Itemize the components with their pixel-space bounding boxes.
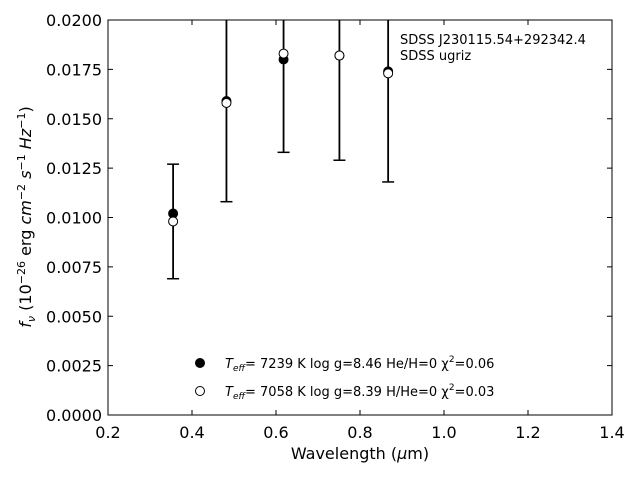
point-model-h bbox=[278, 48, 289, 59]
x-tick-label: 0.4 bbox=[179, 423, 204, 442]
y-tick-label: 0.0200 bbox=[46, 11, 102, 30]
x-tick-label: 0.8 bbox=[347, 423, 372, 442]
y-tick-label: 0.0000 bbox=[46, 406, 102, 425]
y-axis: 0.0000 0.0025 0.0050 0.0075 0.0100 0.0125 0.01… bbox=[46, 11, 612, 425]
x-tick-label: 0.2 bbox=[95, 423, 120, 442]
point-model-h bbox=[334, 50, 345, 61]
legend: Teff= 7239 K log g=8.46 He/H=0 χ2=0.06 T… bbox=[195, 355, 494, 402]
annotation-object-name: SDSS J230115.54+292342.4 bbox=[400, 33, 586, 48]
legend-marker-open bbox=[195, 386, 205, 396]
point-model-h bbox=[168, 216, 179, 227]
y-axis-title: fν (10−26 erg cm−2 s−1 Hz−1) bbox=[15, 106, 38, 327]
plot-frame bbox=[107, 19, 613, 416]
y-tick-label: 0.0150 bbox=[46, 110, 102, 129]
x-tick-label: 1.4 bbox=[599, 423, 624, 442]
x-tick-label: 0.6 bbox=[263, 423, 288, 442]
data-points bbox=[168, 48, 394, 227]
legend-entry-2: Teff= 7058 K log g=8.39 H/He=0 χ2=0.03 bbox=[225, 383, 494, 402]
y-tick-label: 0.0050 bbox=[46, 307, 102, 326]
annotation-filter-set: SDSS ugriz bbox=[400, 49, 471, 64]
y-tick-label: 0.0075 bbox=[46, 258, 102, 277]
legend-marker-filled bbox=[195, 358, 205, 368]
y-tick-label: 0.0175 bbox=[46, 60, 102, 79]
point-model-h bbox=[383, 68, 394, 79]
point-model-h bbox=[221, 97, 232, 108]
y-tick-label: 0.0125 bbox=[46, 159, 102, 178]
x-axis-title: Wavelength (μm) bbox=[291, 444, 429, 463]
y-tick-label: 0.0025 bbox=[46, 357, 102, 376]
legend-entry-1: Teff= 7239 K log g=8.46 He/H=0 χ2=0.06 bbox=[225, 355, 494, 374]
x-axis: 0.2 0.4 0.6 0.8 1.0 1.2 1.4 bbox=[95, 20, 625, 442]
y-tick-label: 0.0100 bbox=[46, 209, 102, 228]
x-tick-label: 1.2 bbox=[515, 423, 540, 442]
x-tick-label: 1.0 bbox=[431, 423, 456, 442]
